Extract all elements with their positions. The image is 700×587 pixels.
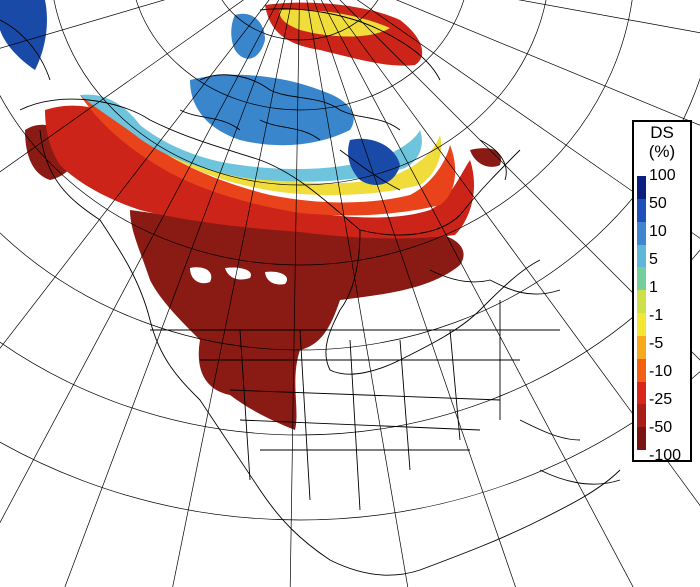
- legend-swatch: [637, 267, 646, 291]
- field-orange: [80, 95, 456, 216]
- legend-label: -50: [649, 419, 673, 436]
- legend-swatch: [637, 244, 646, 268]
- legend-swatch: [637, 404, 646, 428]
- field-light-blue: [80, 94, 422, 182]
- legend-swatch: [637, 313, 646, 337]
- legend-label: -100: [649, 447, 682, 464]
- legend-label: 5: [649, 251, 658, 268]
- legend-title: DS: [650, 123, 674, 142]
- field-deep-red-south: [130, 210, 464, 430]
- field-red: [45, 105, 475, 239]
- legend-label: -1: [649, 307, 664, 324]
- legend-swatch: [637, 358, 646, 382]
- field-greenland-blue: [231, 13, 265, 59]
- field-blue-arctic: [190, 74, 354, 146]
- coastlines: [0, 8, 621, 576]
- legend-unit: (%): [648, 142, 676, 161]
- legend-swatch: [637, 176, 646, 200]
- legend-label: 50: [649, 195, 667, 212]
- legend-label: -10: [649, 363, 673, 380]
- ds-field: [0, 0, 501, 430]
- legend-swatch: [637, 198, 646, 223]
- legend-swatch: [637, 335, 646, 360]
- field-blue-islands: [348, 138, 400, 185]
- legend-label: 1: [649, 279, 658, 296]
- field-yellow: [95, 100, 442, 196]
- legend-swatch: [637, 381, 646, 405]
- legend-colorbar: [637, 176, 646, 451]
- field-blue-nw: [0, 0, 47, 70]
- field-gap-1: [190, 267, 212, 284]
- legend-label: -25: [649, 391, 673, 408]
- legend-swatch: [637, 290, 646, 314]
- field-gap-2: [225, 267, 251, 280]
- legend-swatch: [637, 427, 646, 451]
- legend-label: 100: [649, 167, 676, 184]
- legend-swatch: [637, 221, 646, 245]
- legend: DS (%) 100 50 10 5 1 -1 -5 -10 -25 -50 -100: [632, 120, 692, 464]
- legend-label: 10: [649, 223, 667, 240]
- field-gap-3: [265, 271, 288, 285]
- legend-label: -5: [649, 335, 664, 352]
- field-greenland-yellow: [279, 9, 390, 37]
